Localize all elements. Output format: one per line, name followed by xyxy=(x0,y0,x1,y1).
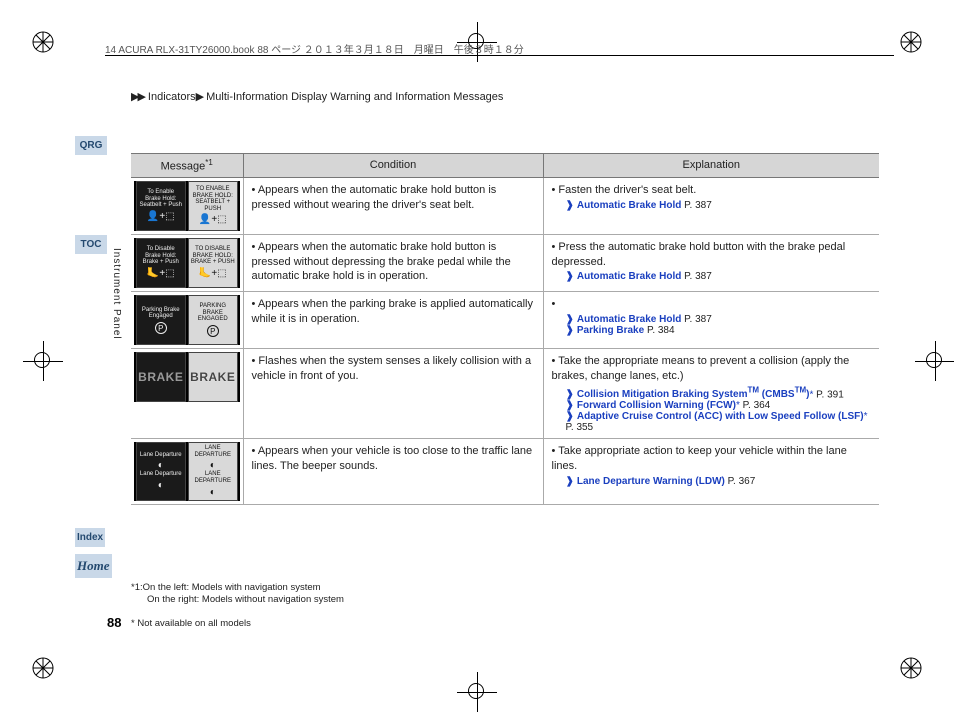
table-row: To Disable Brake Hold: Brake + Push🦶+⬚TO… xyxy=(131,234,879,292)
message-cell: BRAKEBRAKE xyxy=(131,349,243,439)
explanation-text: Take appropriate action to keep your veh… xyxy=(552,444,872,474)
message-icon-light: BRAKE xyxy=(188,352,238,402)
th-message: Message*1 xyxy=(131,154,243,178)
th-explanation: Explanation xyxy=(543,154,879,178)
message-icon-dark: To Disable Brake Hold: Brake + Push🦶+⬚ xyxy=(136,238,186,288)
book-header: 14 ACURA RLX-31TY26000.book 88 ページ ２０１３年… xyxy=(105,41,524,56)
tab-toc[interactable]: TOC xyxy=(75,235,107,254)
reference-link[interactable]: ❱Parking Brake P. 384 xyxy=(552,325,872,336)
explanation-text: Press the automatic brake hold button wi… xyxy=(552,240,872,270)
breadcrumb-arrows: ▶▶ xyxy=(131,91,144,103)
message-cell: To Disable Brake Hold: Brake + Push🦶+⬚TO… xyxy=(131,234,243,292)
reference-link[interactable]: ❱Forward Collision Warning (FCW)* P. 364 xyxy=(552,400,872,411)
reference-link[interactable]: ❱Adaptive Cruise Control (ACC) with Low … xyxy=(552,411,872,433)
table-row: Parking Brake EngagedPPARKING BRAKE ENGA… xyxy=(131,292,879,349)
table-row: To Enable Brake Hold: Seatbelt + Push👤+⬚… xyxy=(131,177,879,234)
condition-text: Flashes when the system senses a likely … xyxy=(252,354,535,384)
condition-text: Appears when the parking brake is applie… xyxy=(252,297,535,327)
message-icon-light: LANE DEPARTURE◐LANE DEPARTURE◐ xyxy=(188,442,238,500)
message-cell: Parking Brake EngagedPPARKING BRAKE ENGA… xyxy=(131,292,243,349)
section-label: Instrument Panel xyxy=(111,248,122,340)
tab-index[interactable]: Index xyxy=(75,528,105,547)
explanation-cell: Press the automatic brake hold button wi… xyxy=(543,234,879,292)
regmark-bl xyxy=(31,656,55,680)
message-icon-dark: Parking Brake EngagedP xyxy=(136,295,186,345)
star-note: * Not available on all models xyxy=(131,618,251,629)
table-row: BRAKEBRAKE Flashes when the system senses… xyxy=(131,349,879,439)
condition-cell: Appears when the automatic brake hold bu… xyxy=(243,234,543,292)
tab-home[interactable]: Home xyxy=(75,554,112,578)
condition-cell: Appears when the automatic brake hold bu… xyxy=(243,177,543,234)
link-arrow-icon: ❱ xyxy=(566,200,574,211)
breadcrumb-sep: ▶ xyxy=(196,91,202,103)
link-arrow-icon: ❱ xyxy=(566,411,574,422)
condition-text: Appears when the automatic brake hold bu… xyxy=(252,183,535,213)
message-table: Message*1 Condition Explanation To Enabl… xyxy=(131,153,879,505)
breadcrumb-seg1[interactable]: Indicators xyxy=(148,91,196,103)
footnote-1: *1:On the left: Models with navigation s… xyxy=(131,582,344,594)
regmark-br xyxy=(899,656,923,680)
message-cell: To Enable Brake Hold: Seatbelt + Push👤+⬚… xyxy=(131,177,243,234)
table-row: Lane Departure◐Lane Departure◐LANE DEPAR… xyxy=(131,439,879,504)
condition-cell: Appears when your vehicle is too close t… xyxy=(243,439,543,504)
condition-cell: Appears when the parking brake is applie… xyxy=(243,292,543,349)
link-arrow-icon: ❱ xyxy=(566,314,574,325)
explanation-cell: ❱Automatic Brake Hold P. 387❱Parking Bra… xyxy=(543,292,879,349)
condition-text: Appears when your vehicle is too close t… xyxy=(252,444,535,474)
tab-qrg[interactable]: QRG xyxy=(75,136,107,155)
reference-link[interactable]: ❱Automatic Brake Hold P. 387 xyxy=(552,271,872,282)
explanation-cell: Fasten the driver's seat belt. ❱Automatic… xyxy=(543,177,879,234)
message-icon-dark: BRAKE xyxy=(136,352,186,402)
reference-link[interactable]: ❱Collision Mitigation Braking SystemTM (… xyxy=(552,386,872,400)
link-arrow-icon: ❱ xyxy=(566,325,574,336)
breadcrumb-seg2[interactable]: Multi-Information Display Warning and In… xyxy=(206,91,503,103)
footnotes: *1:On the left: Models with navigation s… xyxy=(131,582,344,607)
breadcrumb: ▶▶ Indicators▶ Multi-Information Display W… xyxy=(131,90,503,103)
condition-cell: Flashes when the system senses a likely … xyxy=(243,349,543,439)
link-arrow-icon: ❱ xyxy=(566,476,574,487)
footnote-2: On the right: Models without navigation … xyxy=(131,594,344,606)
regmark-tl xyxy=(31,30,55,54)
reference-link[interactable]: ❱Lane Departure Warning (LDW) P. 367 xyxy=(552,476,872,487)
message-icon-dark: Lane Departure◐Lane Departure◐ xyxy=(136,442,186,500)
page-number: 88 xyxy=(107,615,121,630)
link-arrow-icon: ❱ xyxy=(566,389,574,400)
message-icon-light: TO ENABLE BRAKE HOLD: SEATBELT + PUSH👤+⬚ xyxy=(188,181,238,231)
message-cell: Lane Departure◐Lane Departure◐LANE DEPAR… xyxy=(131,439,243,504)
regmark-tr xyxy=(899,30,923,54)
message-icon-dark: To Enable Brake Hold: Seatbelt + Push👤+⬚ xyxy=(136,181,186,231)
message-icon-light: TO DISABLE BRAKE HOLD: BRAKE + PUSH🦶+⬚ xyxy=(188,238,238,288)
link-arrow-icon: ❱ xyxy=(566,400,574,411)
message-icon-light: PARKING BRAKE ENGAGEDP xyxy=(188,295,238,345)
reference-link[interactable]: ❱Automatic Brake Hold P. 387 xyxy=(552,314,872,325)
th-condition: Condition xyxy=(243,154,543,178)
side-tabs: QRG TOC xyxy=(75,136,107,294)
link-arrow-icon: ❱ xyxy=(566,271,574,282)
explanation-text: Fasten the driver's seat belt. xyxy=(552,183,872,198)
explanation-text: Take the appropriate means to prevent a … xyxy=(552,354,872,384)
explanation-cell: Take appropriate action to keep your veh… xyxy=(543,439,879,504)
condition-text: Appears when the automatic brake hold bu… xyxy=(252,240,535,285)
reference-link[interactable]: ❱Automatic Brake Hold P. 387 xyxy=(552,200,872,211)
explanation-cell: Take the appropriate means to prevent a … xyxy=(543,349,879,439)
